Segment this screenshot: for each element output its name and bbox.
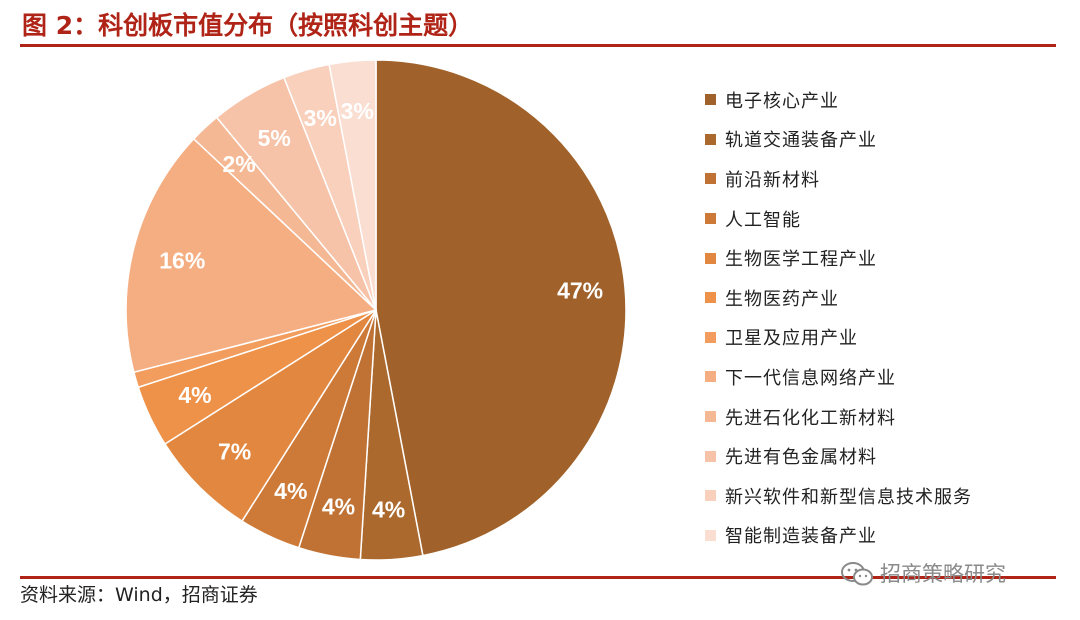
legend-label: 先进石化化工新材料 bbox=[725, 407, 896, 429]
slice-label: 5% bbox=[258, 125, 291, 151]
chart-legend: 电子核心产业轨道交通装备产业 前沿新材料人工智能生物医学工程产业 生物医药产业 卫星及… bbox=[705, 80, 1065, 555]
legend-swatch bbox=[705, 450, 716, 462]
legend-label: 电子核心产业 bbox=[725, 90, 839, 112]
legend-label: 生物医学工程产业 bbox=[725, 249, 877, 271]
legend-swatch bbox=[705, 133, 716, 145]
slice-label: 3% bbox=[341, 98, 374, 124]
legend-item: 下一代信息网络产业 bbox=[705, 357, 1065, 397]
pie-slice bbox=[163, 309, 377, 523]
legend-item: 人工智能 bbox=[705, 199, 1065, 239]
legend-label: 前沿新材料 bbox=[725, 169, 820, 191]
legend-swatch bbox=[705, 173, 716, 185]
legend-item: 电子核心产业 bbox=[705, 80, 1065, 120]
slice-label: 4% bbox=[322, 494, 355, 520]
legend-swatch bbox=[705, 292, 716, 304]
slice-label: 47% bbox=[557, 278, 603, 304]
slice-label: 7% bbox=[218, 438, 251, 464]
pie-slice bbox=[125, 137, 378, 374]
footer-divider bbox=[20, 576, 1056, 579]
legend-item: 前沿新材料 bbox=[705, 159, 1065, 199]
legend-swatch bbox=[705, 411, 716, 423]
legend-label: 卫星及应用产业 bbox=[725, 328, 858, 350]
source-note: 资料来源：Wind，招商证券 bbox=[20, 584, 258, 606]
slice-label: 4% bbox=[274, 478, 307, 504]
legend-item: 先进有色金属材料 bbox=[705, 436, 1065, 476]
legend-item: 生物医学工程产业 bbox=[705, 238, 1065, 278]
legend-item: 轨道交通装备产业 bbox=[705, 120, 1065, 160]
legend-label: 下一代信息网络产业 bbox=[725, 367, 896, 389]
watermark-text: 招商策略研究 bbox=[880, 562, 1006, 586]
legend-label: 轨道交通装备产业 bbox=[725, 130, 877, 152]
pie-slice bbox=[375, 59, 627, 557]
pie-slice bbox=[328, 59, 377, 311]
legend-label: 智能制造装备产业 bbox=[725, 526, 877, 548]
legend-swatch bbox=[705, 529, 716, 541]
figure-title: 图 2：科创板市值分布（按照科创主题） bbox=[22, 11, 474, 40]
slice-label: 3% bbox=[304, 105, 337, 131]
legend-item: 先进石化化工新材料 bbox=[705, 397, 1065, 437]
legend-item: 智能制造装备产业 bbox=[705, 516, 1065, 556]
legend-label: 生物医药产业 bbox=[725, 288, 839, 310]
legend-swatch bbox=[705, 252, 716, 264]
wechat-icon bbox=[841, 562, 873, 586]
legend-item: 卫星及应用产业 bbox=[705, 318, 1065, 358]
slice-label: 4% bbox=[372, 497, 405, 523]
watermark: 招商策略研究 bbox=[840, 556, 1006, 592]
legend-label: 先进有色金属材料 bbox=[725, 447, 877, 469]
legend-item: 新兴软件和新型信息技术服务 bbox=[705, 476, 1065, 516]
slice-label: 4% bbox=[178, 382, 211, 408]
legend-swatch bbox=[705, 371, 716, 383]
legend-swatch bbox=[705, 213, 716, 225]
slice-label: 2% bbox=[222, 151, 255, 177]
legend-label: 人工智能 bbox=[725, 209, 801, 231]
legend-swatch bbox=[705, 331, 716, 343]
legend-item: 生物医药产业 bbox=[705, 278, 1065, 318]
legend-swatch bbox=[705, 490, 716, 502]
title-divider bbox=[20, 44, 1056, 47]
pie-chart: 47% 4% 4% 4% 7% 4% 16% 2%5% 3% 3% bbox=[125, 59, 627, 561]
slice-label: 16% bbox=[159, 247, 205, 273]
legend-label: 新兴软件和新型信息技术服务 bbox=[725, 486, 972, 508]
legend-swatch bbox=[705, 94, 716, 106]
